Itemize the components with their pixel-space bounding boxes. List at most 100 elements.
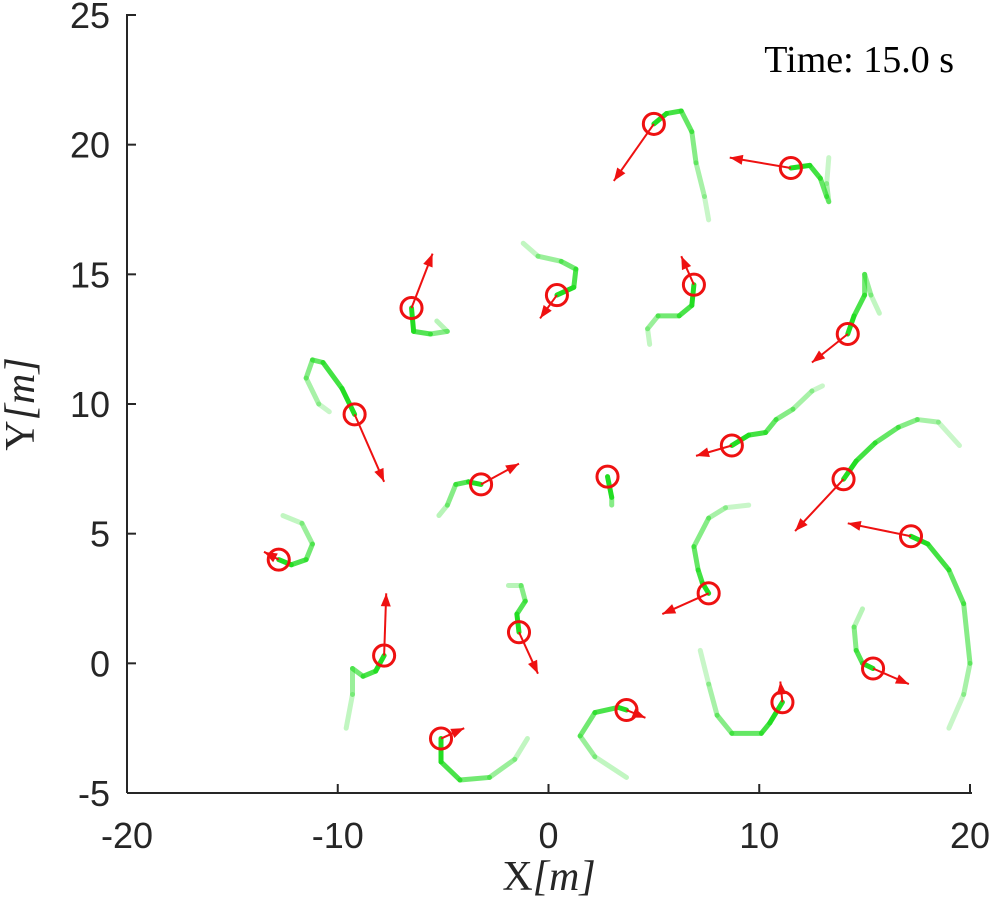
- trail-segment: [914, 417, 941, 425]
- agent-marker: [544, 283, 569, 308]
- heading-arrow-head: [795, 518, 808, 532]
- trail-segment: [571, 266, 579, 290]
- axes: -20 -10 0 10 20 -5 0 5 10 15 20 25: [70, 0, 990, 856]
- trail-segment: [558, 258, 579, 272]
- trail-segment: [697, 647, 712, 687]
- trail-segment: [961, 660, 973, 697]
- trail-segment: [592, 704, 621, 716]
- trail-segment: [280, 513, 305, 526]
- trail-segment: [851, 292, 868, 319]
- trail: [691, 502, 752, 596]
- x-tick-label: -10: [312, 815, 364, 856]
- trail: [729, 383, 825, 448]
- agent: [469, 462, 520, 497]
- trail-segment: [486, 756, 518, 780]
- y-tick-label: 10: [70, 384, 110, 425]
- trail: [788, 155, 832, 205]
- x-axis-label-main: X: [502, 854, 532, 900]
- y-tick-label: 15: [70, 254, 110, 295]
- trail-segment: [645, 313, 661, 332]
- heading-arrow-head: [811, 350, 826, 363]
- heading-arrow-head: [681, 256, 692, 271]
- trail-segment: [701, 194, 712, 223]
- x-tick-label: 10: [739, 815, 779, 856]
- trail-segment: [714, 712, 735, 736]
- trail: [577, 704, 629, 780]
- trail-segment: [824, 155, 832, 187]
- trail-segment: [303, 375, 322, 407]
- agent: [680, 255, 706, 297]
- trail-segment: [807, 162, 823, 181]
- trail-segment: [316, 401, 332, 415]
- agent: [661, 581, 721, 615]
- agent-marker: [399, 296, 424, 321]
- trail: [697, 647, 785, 736]
- trail-segment: [935, 419, 962, 448]
- heading-arrow-head: [450, 728, 465, 739]
- trail-segment: [645, 326, 653, 347]
- agent-marker: [469, 472, 494, 497]
- trail-segment: [457, 774, 492, 783]
- agent: [770, 681, 795, 715]
- trail: [303, 357, 358, 417]
- trail-segment: [373, 653, 387, 674]
- agent-marker: [861, 656, 886, 681]
- y-tick-label: 5: [90, 514, 110, 555]
- agent-marker: [428, 726, 454, 751]
- time-annotation: Time: 15.0 s: [764, 39, 954, 81]
- agent: [342, 402, 386, 483]
- y-ticks: -5 0 5 10 15 20 25: [70, 0, 136, 814]
- trail-segment: [790, 388, 815, 412]
- trail-segment: [651, 111, 670, 127]
- trail: [845, 271, 882, 337]
- trail-segment: [514, 598, 528, 617]
- trail-segment: [303, 357, 315, 381]
- trail-segment: [520, 240, 541, 259]
- trail: [908, 533, 973, 731]
- agent: [506, 620, 539, 675]
- heading-arrow-head: [894, 674, 909, 685]
- heading-arrow-head: [540, 304, 552, 319]
- trail-segment: [689, 129, 699, 166]
- heading-arrow-head: [696, 447, 710, 458]
- trail-segment: [288, 557, 309, 568]
- trail-segment: [723, 502, 752, 511]
- trail-segment: [691, 544, 701, 573]
- agent-marker: [835, 321, 860, 347]
- trail-segment: [961, 601, 973, 666]
- trail-segment: [862, 271, 874, 298]
- agent-marker: [696, 581, 721, 606]
- trail-segment: [411, 328, 433, 337]
- heading-arrow-head: [505, 463, 519, 475]
- trail: [409, 305, 450, 337]
- agent: [794, 467, 856, 532]
- x-tick-label: 20: [950, 815, 990, 856]
- trail: [276, 513, 315, 568]
- trail-segment: [299, 520, 315, 547]
- trail-segment: [706, 681, 720, 718]
- y-tick-label: 0: [90, 643, 110, 684]
- agent-marker: [898, 524, 924, 549]
- agent-marker: [641, 111, 666, 136]
- y-tick-label: -5: [78, 773, 110, 814]
- trail-segment: [676, 302, 695, 319]
- trail-segment: [678, 108, 695, 135]
- agent-marker: [342, 402, 367, 427]
- trail-segment: [691, 515, 712, 550]
- trails: [276, 108, 973, 783]
- y-axis-label-main: Y: [0, 420, 44, 450]
- trail-segment: [350, 666, 366, 679]
- trail-segment: [444, 481, 459, 508]
- trail-segment: [853, 440, 878, 464]
- trail-segment: [343, 691, 356, 731]
- trail-segment: [851, 624, 859, 653]
- heading-arrow-head: [613, 167, 626, 181]
- agent: [861, 656, 910, 685]
- trail-segment: [592, 754, 629, 780]
- agent-marker: [770, 690, 795, 715]
- heading-arrow-head: [423, 253, 433, 268]
- agent-marker: [831, 467, 856, 492]
- trail-segment: [706, 505, 729, 521]
- agent: [539, 283, 569, 320]
